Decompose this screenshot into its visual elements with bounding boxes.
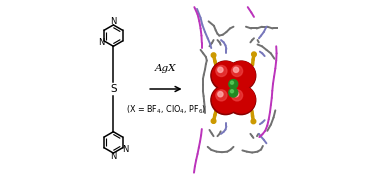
Circle shape <box>218 91 223 97</box>
Circle shape <box>231 90 234 93</box>
Circle shape <box>211 85 240 115</box>
Circle shape <box>216 90 227 101</box>
Circle shape <box>218 67 223 72</box>
Circle shape <box>251 119 256 124</box>
Circle shape <box>228 86 255 113</box>
Circle shape <box>234 67 239 72</box>
Circle shape <box>212 62 239 89</box>
Circle shape <box>212 86 239 113</box>
Text: N: N <box>110 152 116 161</box>
Text: N: N <box>98 38 104 47</box>
Circle shape <box>226 85 256 115</box>
Circle shape <box>231 90 243 101</box>
Circle shape <box>234 91 239 97</box>
Circle shape <box>211 61 240 90</box>
Text: S: S <box>110 84 117 94</box>
Circle shape <box>226 61 256 90</box>
Text: N: N <box>110 17 116 26</box>
Circle shape <box>211 53 216 57</box>
Circle shape <box>229 80 238 88</box>
Text: (X = BF$_4$, ClO$_4$, PF$_6$): (X = BF$_4$, ClO$_4$, PF$_6$) <box>126 103 206 116</box>
Text: AgX: AgX <box>155 64 177 73</box>
Circle shape <box>228 62 255 89</box>
Circle shape <box>231 81 234 84</box>
Circle shape <box>229 88 238 97</box>
Circle shape <box>231 66 243 77</box>
Circle shape <box>216 66 227 77</box>
Circle shape <box>211 119 216 123</box>
Circle shape <box>252 52 256 57</box>
Text: N: N <box>122 145 129 154</box>
